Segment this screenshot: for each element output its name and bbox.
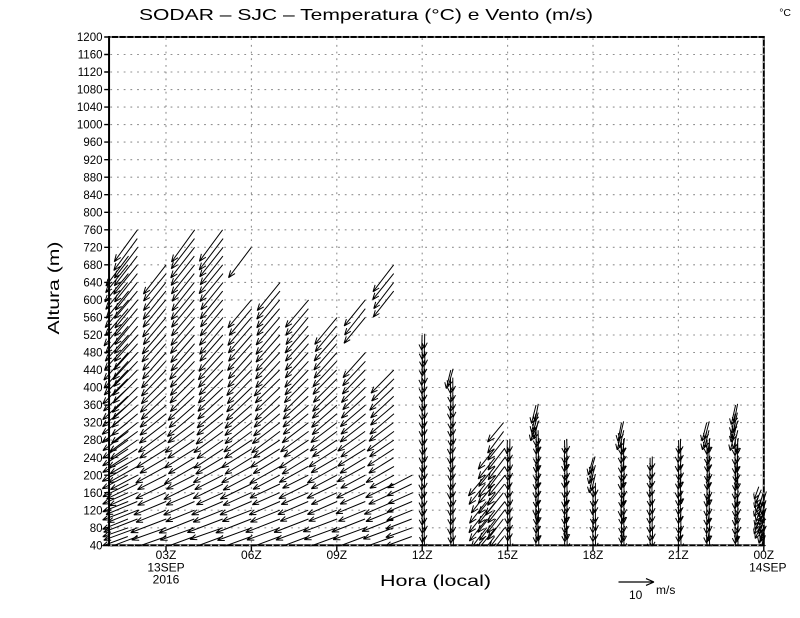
svg-text:360: 360 bbox=[83, 400, 102, 412]
svg-text:280: 280 bbox=[83, 435, 102, 447]
svg-text:12Z: 12Z bbox=[412, 548, 433, 562]
svg-text:2016: 2016 bbox=[153, 573, 180, 587]
svg-text:1040: 1040 bbox=[77, 102, 103, 114]
svg-text:1080: 1080 bbox=[77, 85, 103, 97]
svg-text:320: 320 bbox=[83, 418, 102, 430]
svg-text:1120: 1120 bbox=[78, 67, 103, 79]
svg-text:06Z: 06Z bbox=[241, 548, 262, 562]
svg-text:Altura (m): Altura (m) bbox=[46, 242, 63, 335]
svg-text:1200: 1200 bbox=[77, 32, 103, 44]
svg-text:600: 600 bbox=[83, 295, 102, 307]
svg-text:°C: °C bbox=[779, 7, 791, 19]
svg-text:1000: 1000 bbox=[77, 120, 103, 132]
svg-text:00Z: 00Z bbox=[753, 548, 774, 562]
svg-text:760: 760 bbox=[83, 225, 102, 237]
svg-text:440: 440 bbox=[83, 365, 102, 377]
svg-text:14SEP: 14SEP bbox=[749, 561, 786, 575]
svg-text:15Z: 15Z bbox=[497, 548, 518, 562]
svg-text:1160: 1160 bbox=[78, 50, 103, 62]
svg-text:640: 640 bbox=[83, 278, 102, 290]
svg-text:SODAR – SJC – Temperatura: SODAR – SJC – Temperatura (°C) e Vento (… bbox=[139, 7, 593, 24]
svg-text:880: 880 bbox=[83, 172, 102, 184]
svg-text:920: 920 bbox=[83, 155, 102, 167]
svg-text:480: 480 bbox=[83, 348, 102, 360]
svg-text:Hora (local): Hora (local) bbox=[380, 573, 491, 590]
svg-text:680: 680 bbox=[83, 260, 102, 272]
svg-text:720: 720 bbox=[83, 242, 102, 254]
svg-text:18Z: 18Z bbox=[583, 548, 604, 562]
svg-text:160: 160 bbox=[83, 488, 102, 500]
svg-text:200: 200 bbox=[83, 470, 102, 482]
svg-text:240: 240 bbox=[83, 453, 102, 465]
svg-text:m/s: m/s bbox=[656, 583, 675, 597]
svg-text:09Z: 09Z bbox=[326, 548, 347, 562]
svg-text:13SEP: 13SEP bbox=[147, 561, 184, 575]
svg-text:960: 960 bbox=[83, 137, 102, 149]
svg-text:840: 840 bbox=[83, 190, 102, 202]
svg-text:80: 80 bbox=[90, 523, 103, 535]
svg-text:10: 10 bbox=[629, 588, 643, 602]
svg-text:520: 520 bbox=[83, 330, 102, 342]
svg-text:21Z: 21Z bbox=[668, 548, 689, 562]
svg-text:800: 800 bbox=[83, 207, 102, 219]
svg-text:400: 400 bbox=[83, 383, 102, 395]
svg-text:560: 560 bbox=[83, 313, 102, 325]
svg-text:40: 40 bbox=[90, 540, 103, 552]
svg-text:120: 120 bbox=[83, 505, 102, 517]
svg-text:03Z: 03Z bbox=[156, 548, 177, 562]
